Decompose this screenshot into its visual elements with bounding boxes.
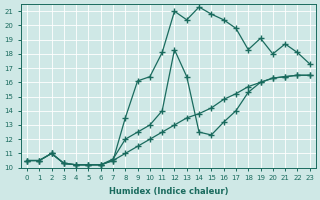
X-axis label: Humidex (Indice chaleur): Humidex (Indice chaleur) — [108, 187, 228, 196]
